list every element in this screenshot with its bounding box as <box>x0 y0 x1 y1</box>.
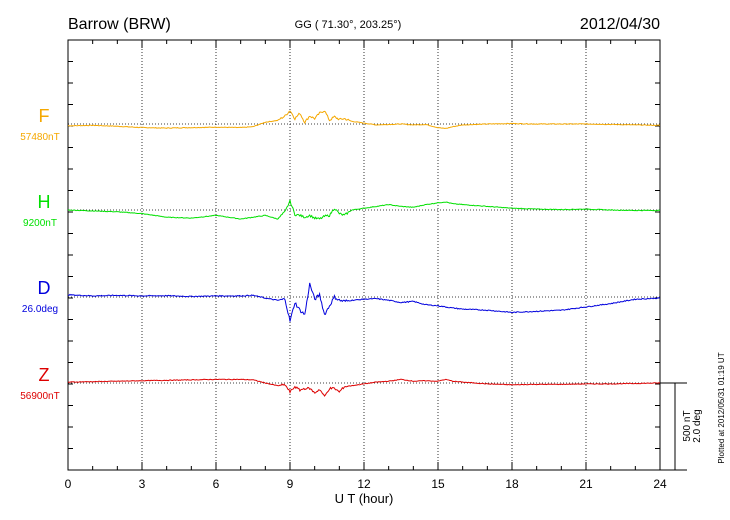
x-tick-label-3: 3 <box>139 477 146 491</box>
series-line-F <box>67 110 661 130</box>
x-tick-label-0: 0 <box>65 477 72 491</box>
x-tick-label-18: 18 <box>505 477 519 491</box>
x-tick-label-9: 9 <box>287 477 294 491</box>
series-baseline-value-Z: 56900nT <box>20 391 59 402</box>
series-line-H <box>67 199 661 220</box>
series-name-F: F <box>39 106 50 126</box>
scale-bar-nt-label: 500 nT <box>682 410 693 441</box>
series-name-Z: Z <box>39 365 50 385</box>
series-baseline-value-H: 9200nT <box>23 218 57 229</box>
station-coordinates: GG ( 71.30°, 203.25°) <box>295 19 402 31</box>
x-tick-label-21: 21 <box>579 477 593 491</box>
x-axis-label: U T (hour) <box>335 491 394 506</box>
x-tick-label-15: 15 <box>431 477 445 491</box>
x-tick-label-6: 6 <box>213 477 220 491</box>
axis-ticks <box>67 40 661 470</box>
x-tick-label-12: 12 <box>357 477 371 491</box>
plotted-at-note: Plotted at 2012/05/31 01:19 UT <box>717 352 726 463</box>
series-baseline-value-F: 57480nT <box>20 132 59 143</box>
series-name-H: H <box>38 192 51 212</box>
series-baseline-value-D: 26.0deg <box>22 304 58 315</box>
x-tick-labels: 0 3 6 9 12 15 18 21 24 <box>65 477 667 491</box>
scale-bar: 500 nT 2.0 deg <box>660 382 703 471</box>
series-name-D: D <box>38 278 51 298</box>
vertical-gridlines <box>141 40 587 470</box>
plot-frame <box>67 39 661 471</box>
station-title: Barrow (BRW) <box>68 16 171 33</box>
series-line-D <box>67 282 661 322</box>
scale-bar-deg-label: 2.0 deg <box>692 409 703 442</box>
series-line-Z <box>67 378 661 397</box>
series-lines <box>67 110 661 397</box>
x-tick-label-24: 24 <box>653 477 667 491</box>
plot-date: 2012/04/30 <box>580 16 660 33</box>
series-labels: F 57480nT H 9200nT D 26.0deg Z 56900nT <box>20 106 59 402</box>
